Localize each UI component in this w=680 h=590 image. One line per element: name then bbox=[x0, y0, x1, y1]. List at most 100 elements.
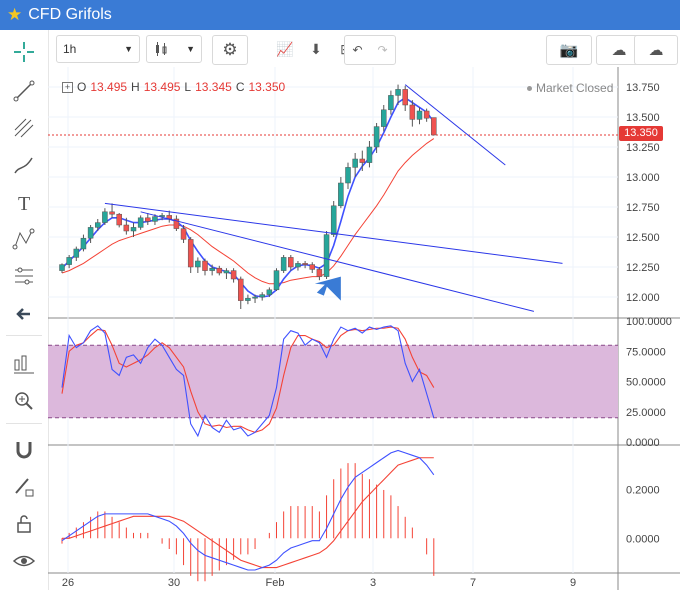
unlock-tool[interactable] bbox=[10, 510, 38, 538]
pitchfork-icon bbox=[14, 118, 34, 138]
candle-body bbox=[252, 296, 258, 299]
y-tick-label: 25.0000 bbox=[626, 407, 666, 419]
prediction-tool[interactable] bbox=[10, 262, 38, 290]
candle-body bbox=[431, 117, 437, 136]
candle-body bbox=[359, 158, 366, 163]
chart-type-select[interactable]: ▼ bbox=[146, 35, 202, 63]
expand-icon[interactable]: + bbox=[62, 81, 73, 93]
undo-icon[interactable]: ↶ bbox=[352, 43, 363, 57]
drawing-toolbar: T bbox=[0, 30, 49, 590]
y-tick-label: 75.0000 bbox=[626, 346, 666, 358]
arrow-left-icon bbox=[16, 308, 30, 320]
y-tick-label: 12.500 bbox=[626, 232, 660, 244]
text-tool[interactable]: T bbox=[10, 188, 38, 216]
candle-body bbox=[187, 239, 194, 268]
candle-body bbox=[381, 109, 387, 127]
candle-body bbox=[352, 158, 358, 168]
text-icon: T bbox=[18, 193, 30, 214]
chevron-down-icon: ▼ bbox=[124, 44, 133, 54]
brush-tool[interactable] bbox=[10, 151, 38, 179]
candle-body bbox=[209, 267, 215, 271]
trendline bbox=[104, 202, 563, 264]
indicators-icon[interactable]: 📈 bbox=[276, 40, 294, 57]
candle-body bbox=[302, 263, 308, 265]
history-group: ↶ ↷ bbox=[344, 35, 396, 65]
macd-signal-line bbox=[62, 457, 434, 569]
unlock-icon bbox=[17, 515, 31, 533]
candle-body bbox=[373, 126, 380, 148]
magnet-tool[interactable] bbox=[10, 436, 38, 464]
candle-body bbox=[288, 257, 294, 268]
candle-body bbox=[423, 110, 430, 119]
candle-body bbox=[180, 228, 187, 240]
trendline-icon bbox=[13, 80, 35, 102]
low-value: 13.345 bbox=[195, 80, 232, 94]
hide-toolbar-button[interactable] bbox=[10, 300, 38, 328]
candle-body bbox=[87, 227, 94, 239]
candle-body bbox=[109, 211, 115, 215]
pencil-lock-icon bbox=[15, 478, 34, 497]
interval-label: 1h bbox=[63, 42, 77, 56]
candle-body bbox=[95, 222, 101, 228]
settings-button[interactable]: ⚙ bbox=[212, 35, 248, 65]
candle-body bbox=[395, 89, 401, 96]
pattern-tool[interactable] bbox=[10, 225, 38, 253]
candle-body bbox=[323, 234, 330, 277]
candle-body bbox=[102, 211, 108, 223]
y-tick-label: 13.500 bbox=[626, 112, 660, 124]
download-icon[interactable]: ⬇ bbox=[310, 40, 322, 57]
candle-body bbox=[238, 278, 244, 301]
candle-body bbox=[295, 263, 301, 268]
zoom-tool[interactable] bbox=[10, 387, 38, 415]
brush-icon bbox=[14, 157, 33, 174]
cloud-save-button[interactable]: ☁ bbox=[634, 35, 678, 65]
visibility-tool[interactable] bbox=[10, 547, 38, 575]
candle-body bbox=[416, 110, 423, 120]
candle-body bbox=[223, 270, 230, 274]
cloud-upload-icon: ☁ bbox=[648, 42, 664, 59]
crosshair-tool[interactable] bbox=[10, 38, 38, 66]
low-label: L bbox=[184, 80, 192, 94]
y-tick-label: 13.250 bbox=[626, 142, 660, 154]
snapshot-button[interactable]: 📷 bbox=[546, 35, 592, 65]
candle-body bbox=[402, 89, 408, 106]
open-value: 13.495 bbox=[90, 80, 128, 94]
y-tick-label: 13.000 bbox=[626, 172, 660, 184]
x-tick-label: Feb bbox=[266, 577, 285, 589]
camera-icon: 📷 bbox=[559, 42, 579, 59]
title-bar: ★ CFD Grifols bbox=[0, 0, 680, 30]
pattern-icon bbox=[12, 228, 35, 250]
candle-body bbox=[309, 264, 315, 270]
star-icon[interactable]: ★ bbox=[7, 5, 23, 24]
candle-body bbox=[409, 104, 416, 120]
candle-body bbox=[259, 294, 265, 298]
candle-body bbox=[230, 270, 237, 280]
redo-icon[interactable]: ↷ bbox=[377, 43, 388, 57]
prediction-icon bbox=[15, 267, 33, 285]
measure-tool[interactable] bbox=[10, 350, 38, 378]
ma-slow-line bbox=[61, 138, 435, 285]
fib-tool[interactable] bbox=[10, 114, 38, 142]
x-tick-label: 7 bbox=[470, 577, 476, 589]
candle-body bbox=[173, 218, 180, 229]
candle-body bbox=[280, 257, 287, 271]
candle-body bbox=[159, 215, 165, 217]
chart-area[interactable]: 26 30 Feb 3 7 9 12.000 12.250 12.500 12.750 13.000… bbox=[48, 67, 680, 590]
arrow-annotation-icon bbox=[314, 276, 341, 301]
macd-line bbox=[61, 449, 435, 571]
y-tick-label: 0.0000 bbox=[626, 437, 660, 449]
zoom-in-icon bbox=[15, 392, 33, 410]
high-label: H bbox=[131, 80, 140, 94]
x-tick-label: 9 bbox=[570, 577, 576, 589]
stochastic-d-line bbox=[61, 326, 435, 433]
candle-body bbox=[202, 260, 208, 271]
gear-icon: ⚙ bbox=[222, 40, 238, 59]
interval-select[interactable]: 1h ▼ bbox=[56, 35, 140, 63]
market-status: Market Closed bbox=[527, 81, 613, 95]
lock-drawings-tool[interactable] bbox=[10, 473, 38, 501]
candle-body bbox=[316, 269, 323, 277]
status-dot-icon bbox=[527, 86, 532, 92]
candle-body bbox=[266, 289, 273, 295]
y-tick-label: 13.750 bbox=[626, 82, 660, 94]
trendline-tool[interactable] bbox=[10, 77, 38, 105]
